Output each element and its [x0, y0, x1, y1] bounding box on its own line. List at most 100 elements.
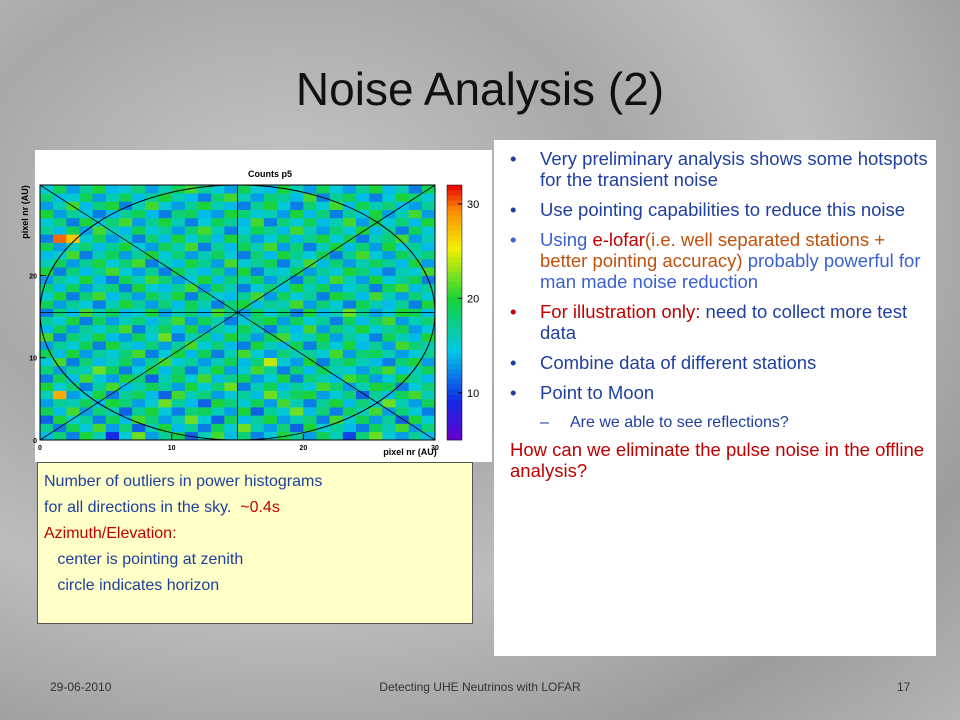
heatmap-cell [290, 217, 304, 227]
heatmap-cell [132, 357, 146, 367]
heatmap-cell [395, 275, 409, 285]
heatmap-cell [171, 185, 186, 194]
heatmap-cell [145, 250, 159, 260]
heatmap-cell [382, 267, 396, 276]
heatmap-cell [277, 226, 291, 235]
heatmap-cell [237, 226, 251, 235]
heatmap-cell [66, 333, 80, 342]
heatmap-cell [250, 234, 265, 243]
heatmap-cell [329, 259, 344, 268]
heatmap-cell [395, 185, 409, 194]
heatmap-cell [171, 333, 186, 342]
heatmap-cell [211, 193, 225, 202]
heatmap-cell [145, 201, 159, 210]
heatmap-cell [79, 365, 93, 375]
heatmap-cell [40, 398, 54, 408]
heatmap-cell [421, 217, 436, 227]
heatmap-cell [211, 267, 225, 276]
heatmap-cell [263, 423, 278, 433]
heatmap-cell [198, 300, 212, 309]
heatmap-cell [145, 185, 159, 194]
colorbar-segment [447, 205, 462, 211]
heatmap-cell [316, 365, 330, 375]
heatmap-cell [263, 259, 278, 268]
heatmap-cell [171, 324, 186, 334]
heatmap-cell [211, 407, 225, 416]
heatmap-cell [408, 398, 423, 408]
heatmap-cell [53, 259, 67, 268]
heatmap-cell [250, 300, 265, 309]
heatmap-cell [105, 341, 120, 350]
caption-line: Number of outliers in power histograms [44, 469, 466, 495]
heatmap-cell [369, 390, 383, 400]
heatmap-cell [250, 407, 265, 416]
heatmap-cell [303, 333, 317, 342]
colorbar-segment [447, 394, 462, 400]
heatmap-cell [145, 357, 159, 367]
heatmap-cell [105, 365, 120, 375]
heatmap-cell [132, 275, 146, 285]
heatmap-cell [263, 242, 278, 252]
heatmap-cell [119, 283, 133, 293]
heatmap-cell [105, 185, 120, 194]
heatmap-cell [40, 226, 54, 235]
heatmap-cell [316, 431, 330, 441]
heatmap-cell [329, 291, 344, 301]
heatmap-cell [198, 283, 212, 293]
heatmap-cell [316, 357, 330, 367]
heatmap-cell [211, 259, 225, 268]
colorbar-segment [447, 434, 462, 441]
heatmap-cell [92, 185, 107, 194]
heatmap-cell [290, 267, 304, 276]
heatmap-cell [356, 415, 370, 424]
heatmap-cell [40, 250, 54, 260]
heatmap-cell [145, 217, 159, 227]
bullet-item: • For illustration only: need to collect … [510, 301, 930, 343]
heatmap-cell [171, 259, 186, 268]
heatmap-cell [421, 234, 436, 243]
colorbar-segment [447, 256, 462, 262]
heatmap-cell [158, 349, 172, 359]
heatmap-cell [342, 209, 357, 219]
heatmap-cell [158, 283, 172, 293]
heatmap-cell [290, 382, 304, 391]
heatmap-cell [342, 234, 357, 243]
heatmap-cell [316, 250, 330, 260]
colorbar-segment [447, 251, 462, 257]
heatmap-cell [145, 341, 159, 350]
heatmap-cell [184, 333, 199, 342]
heatmap-cell [342, 226, 357, 235]
heatmap-cell [132, 209, 146, 219]
heatmap-cell [277, 407, 291, 416]
heatmap-cell [132, 407, 146, 416]
heatmap-cell [369, 300, 383, 309]
heatmap-cell [145, 333, 159, 342]
heatmap-cell [132, 423, 146, 433]
heatmap-cell [382, 407, 396, 416]
heatmap-cell [92, 349, 107, 359]
heatmap-cell [342, 423, 357, 433]
colorbar-segment [447, 261, 462, 267]
heatmap-cell [237, 250, 251, 260]
colorbar-segment [447, 378, 462, 385]
heatmap-cell [211, 431, 225, 441]
heatmap-cell [237, 365, 251, 375]
heatmap-cell [224, 259, 238, 268]
heatmap-cell [119, 267, 133, 276]
heatmap-cell [250, 250, 265, 260]
heatmap-cell [342, 275, 357, 285]
heatmap-cell [132, 291, 146, 301]
x-tick-label: 30 [431, 445, 439, 452]
heatmap-cell [303, 267, 317, 276]
heatmap-cell [290, 250, 304, 260]
bullet-marker: • [510, 148, 517, 169]
heatmap-cell [66, 431, 80, 441]
heatmap-cell [303, 390, 317, 400]
heatmap-cell [211, 333, 225, 342]
heatmap-cell [224, 349, 238, 359]
heatmap-cell [303, 250, 317, 260]
heatmap-cell [263, 365, 278, 375]
heatmap-cell [53, 250, 67, 260]
heatmap-cell [421, 390, 436, 400]
